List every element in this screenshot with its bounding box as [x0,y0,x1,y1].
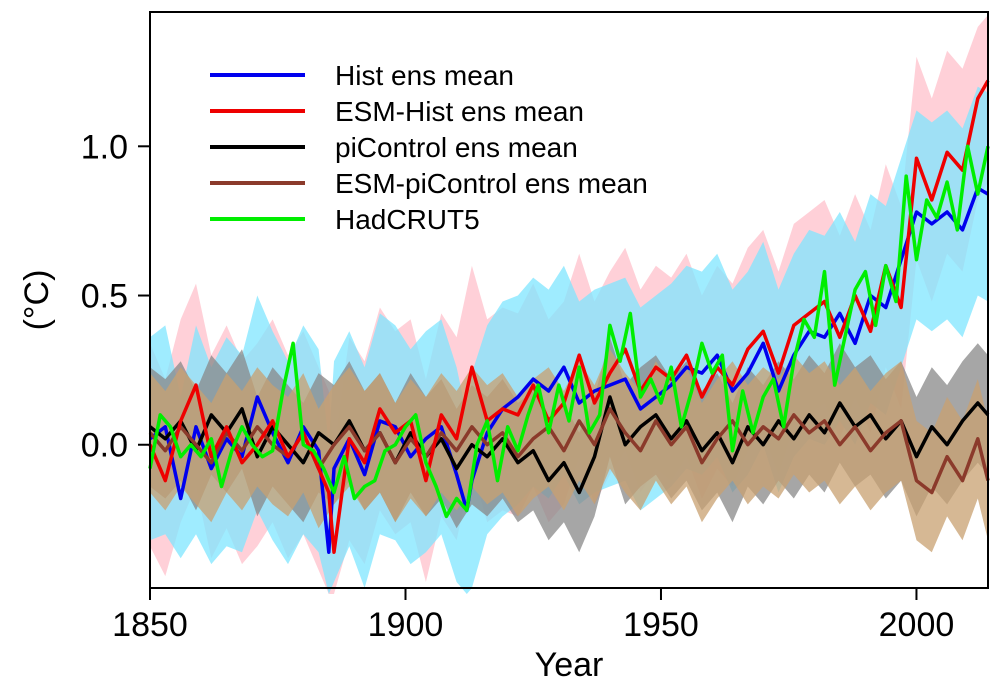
y-axis-title: (°C) [18,270,56,331]
legend-label: ESM-Hist ens mean [335,96,584,127]
y-tick-label: 0.5 [81,278,128,316]
x-axis-title: Year [535,646,604,681]
y-tick-label: 0.0 [81,427,128,465]
x-axis: 1850 1900 1950 2000 [112,588,954,644]
legend-label: piControl ens mean [335,132,578,163]
x-tick-label: 1950 [623,606,699,644]
legend-label: Hist ens mean [335,60,514,91]
y-axis: 0.0 0.5 1.0 [81,128,150,465]
plot-frame [149,11,989,589]
x-tick-label: 1900 [368,606,444,644]
legend: Hist ens mean ESM-Hist ens mean piControl … [210,60,648,235]
x-tick-label: 2000 [879,606,955,644]
y-tick-label: 1.0 [81,128,128,166]
x-tick-label: 1850 [112,606,188,644]
legend-label: ESM-piControl ens mean [335,168,648,199]
line-picontrol-ens-mean [148,395,990,495]
legend-label: HadCRUT5 [335,204,480,235]
series-lines [148,79,990,554]
line-hadcrut5 [148,144,990,519]
